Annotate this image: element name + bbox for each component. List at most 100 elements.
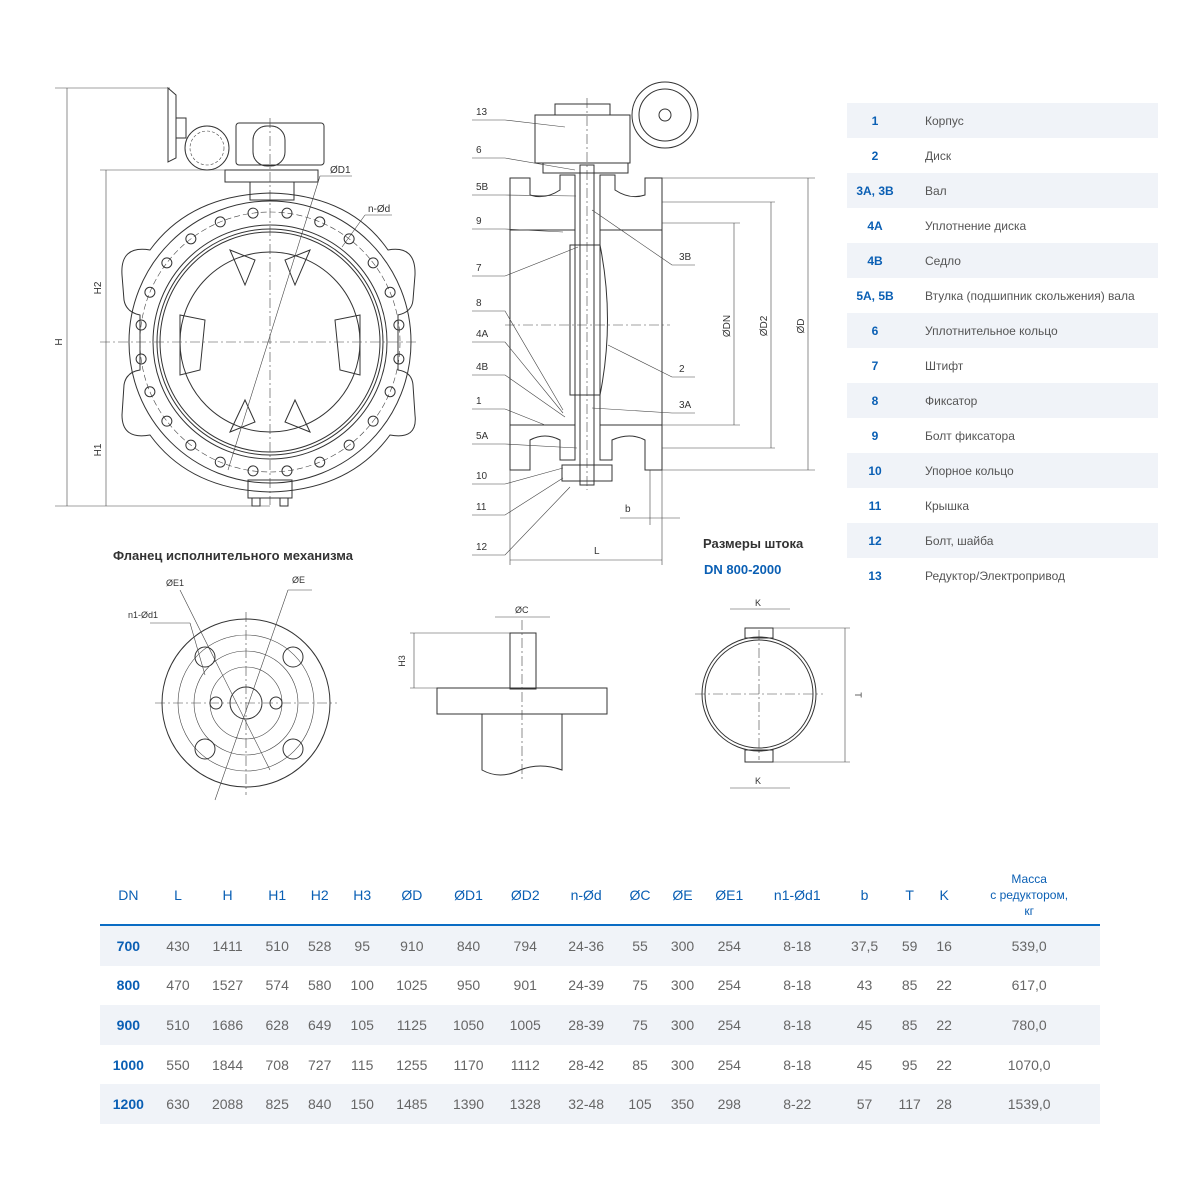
column-header: H3 xyxy=(340,866,384,926)
table-row: 800 470 1527 574 580 100 1025 950 901 24-39 75 300 2… xyxy=(100,966,1100,1006)
bolt-hole xyxy=(161,415,173,427)
table-cell: 37,5 xyxy=(839,925,890,966)
callout-7: 7 xyxy=(476,263,482,274)
part-name: Седло xyxy=(925,253,961,268)
table-cell: 8-18 xyxy=(754,925,840,966)
leader-line xyxy=(591,209,695,266)
leader-line xyxy=(472,486,571,556)
table-cell: 57 xyxy=(839,1084,890,1124)
dim-T: T xyxy=(853,692,863,698)
part-name: Уплотнительное кольцо xyxy=(925,323,1058,338)
bolt-hole xyxy=(214,216,226,228)
leader-line xyxy=(472,467,564,485)
table-cell: 75 xyxy=(618,1005,662,1045)
table-cell: 254 xyxy=(717,1056,741,1073)
bolt-hole xyxy=(144,386,156,398)
part-name: Крышка xyxy=(925,498,970,513)
column-header: ØD xyxy=(383,866,441,926)
table-cell: 22 xyxy=(936,977,952,994)
table-cell: 117 xyxy=(889,1084,930,1124)
table-cell: 510 xyxy=(255,925,299,966)
leader-line xyxy=(472,119,566,128)
column-header: ØD1 xyxy=(440,866,497,926)
side-view: ØDN ØD2 ØD L b 13 6 5B 9 7 8 4A 4B 1 5A 10 11 12 3B 2 3… xyxy=(472,81,815,565)
part-number: 9 xyxy=(871,428,879,443)
dimensions-table: DN L H H1 H2 H3 ØD ØD1 ØD2 n-Ød ØC ØE ØE1 n1-Ød1 b T K Ма… xyxy=(100,866,1100,1124)
dim-C: ØC xyxy=(515,605,529,615)
table-cell: 85 xyxy=(901,977,918,994)
part-number: 4B xyxy=(867,253,883,268)
bolt-hole xyxy=(343,233,355,245)
part-number: 7 xyxy=(871,358,879,373)
table-row: 1000 550 1844 708 727 115 1255 1170 1112 28-42 85 3… xyxy=(100,1045,1100,1085)
leader-line xyxy=(472,228,564,233)
dn-cell: 800 xyxy=(116,977,141,994)
part-name: Диск xyxy=(925,148,952,163)
table-cell: 1005 xyxy=(496,1005,554,1045)
table-cell: 1411 xyxy=(199,925,256,966)
table-cell: 75 xyxy=(632,977,648,994)
table-cell: 630 xyxy=(156,1084,200,1124)
table-cell: 628 xyxy=(255,1005,299,1045)
table-cell: 115 xyxy=(351,1056,374,1073)
leader-line xyxy=(472,310,564,411)
table-cell: 22 xyxy=(929,1005,959,1045)
stem-side-view: ØC H3 xyxy=(397,605,608,780)
callout-4b: 4B xyxy=(476,362,489,373)
bolt-hole xyxy=(281,465,293,477)
column-header: n1-Ød1 xyxy=(754,866,840,926)
callout-3a: 3A xyxy=(679,400,692,411)
table-cell: 16 xyxy=(929,925,959,966)
part-name: Штифт xyxy=(925,358,964,373)
table-cell: 780,0 xyxy=(958,1005,1100,1045)
table-cell: 1125 xyxy=(383,1005,441,1045)
dim-H: H xyxy=(54,338,65,345)
table-cell: 1070,0 xyxy=(1007,1056,1051,1073)
leader-line xyxy=(472,246,579,277)
column-header: b xyxy=(839,866,890,926)
table-cell: 95 xyxy=(901,1056,918,1073)
table-cell: 300 xyxy=(670,1056,695,1073)
leader-line xyxy=(472,157,576,171)
dim-K-top: K xyxy=(755,598,761,608)
table-cell: 470 xyxy=(166,977,190,994)
bolt-hole xyxy=(161,257,173,269)
part-row: 8 Фиксатор xyxy=(847,383,1158,418)
table-cell: 254 xyxy=(703,1005,755,1045)
parts-list: 1 Корпус 2 Диск 3A, 3B Вал 4A Уплотнение диска 4… xyxy=(847,103,1158,593)
callout-4a: 4A xyxy=(476,329,489,340)
bolt-hole xyxy=(367,415,379,427)
stem-title: Размеры штока xyxy=(703,536,804,551)
part-row: 11 Крышка xyxy=(847,488,1158,523)
dim-E: ØE xyxy=(292,575,305,585)
stem-section-view: K K T xyxy=(695,598,863,789)
table-cell: 32-48 xyxy=(553,1084,619,1124)
table-cell: 1485 xyxy=(383,1084,441,1124)
bolt-hole xyxy=(314,456,326,468)
table-cell: 28 xyxy=(929,1084,959,1124)
callout-6: 6 xyxy=(476,145,482,156)
table-cell: 825 xyxy=(255,1084,299,1124)
column-header: K xyxy=(929,866,959,926)
table-cell: 901 xyxy=(513,977,537,994)
part-row: 2 Диск xyxy=(847,138,1158,173)
table-cell: 8-18 xyxy=(754,1005,840,1045)
table-cell: 539,0 xyxy=(958,925,1100,966)
table-cell: 1539,0 xyxy=(958,1084,1100,1124)
table-row: 700 430 1411 510 528 95 910 840 794 24-36 55 300 254… xyxy=(100,925,1100,966)
dim-D: ØD xyxy=(796,319,807,334)
part-number: 8 xyxy=(871,393,879,408)
dim-L: L xyxy=(594,546,600,557)
bolt-hole xyxy=(384,386,396,398)
part-number: 6 xyxy=(871,323,879,338)
callout-2: 2 xyxy=(679,364,685,375)
dim-nd: n-Ød xyxy=(368,204,390,215)
part-number: 1 xyxy=(871,113,879,128)
part-number: 2 xyxy=(871,148,879,163)
column-header: T xyxy=(889,866,930,926)
part-number: 4A xyxy=(867,218,883,233)
table-cell: 85 xyxy=(889,1005,930,1045)
part-number: 10 xyxy=(868,463,882,478)
part-number: 13 xyxy=(868,568,882,583)
callout-9: 9 xyxy=(476,216,482,227)
